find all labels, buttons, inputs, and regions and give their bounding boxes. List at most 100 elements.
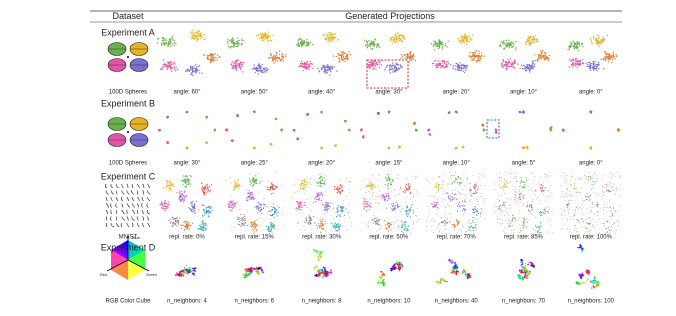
dot — [444, 67, 445, 68]
dot — [472, 209, 473, 210]
dot — [533, 193, 534, 194]
dot — [385, 67, 386, 68]
digit — [122, 184, 124, 188]
dot — [438, 48, 439, 49]
dot — [261, 71, 262, 72]
projection-panel — [562, 111, 620, 150]
dot — [381, 196, 382, 197]
dot — [266, 226, 267, 227]
dot — [537, 61, 538, 62]
dot — [258, 35, 259, 36]
dot — [175, 223, 176, 224]
dot — [379, 63, 380, 64]
dot — [320, 147, 322, 149]
dot — [296, 207, 297, 208]
dot — [261, 205, 262, 206]
dot — [535, 39, 536, 40]
dot — [471, 190, 472, 191]
dot — [309, 218, 310, 219]
digit — [137, 191, 138, 195]
dot — [253, 226, 254, 227]
dot — [322, 34, 323, 35]
dot — [378, 186, 379, 187]
dot — [467, 39, 468, 40]
dot — [573, 46, 574, 47]
dot — [590, 211, 591, 212]
dot — [394, 189, 395, 190]
dot — [237, 180, 238, 181]
dot — [320, 182, 321, 183]
dot — [232, 61, 233, 62]
dot — [201, 35, 202, 36]
dot — [325, 67, 326, 68]
projection-panel — [225, 110, 283, 149]
dot — [534, 54, 535, 55]
dot — [494, 189, 495, 190]
dot — [443, 61, 444, 62]
dot — [338, 205, 339, 206]
dot — [318, 199, 319, 200]
dot — [577, 192, 578, 193]
dot — [388, 176, 389, 177]
dot — [609, 184, 610, 185]
dot — [300, 66, 301, 67]
dot — [575, 188, 576, 189]
dot — [184, 178, 185, 179]
dot — [170, 69, 171, 70]
dot — [574, 48, 575, 49]
dot — [438, 67, 439, 68]
dot — [469, 227, 470, 228]
dot — [462, 64, 463, 65]
dot — [532, 182, 533, 183]
dot — [282, 58, 283, 59]
dot — [375, 202, 376, 203]
dot — [535, 230, 536, 231]
dot — [376, 220, 377, 221]
dot — [446, 46, 447, 47]
dot — [476, 184, 477, 185]
dot — [269, 211, 270, 212]
dot — [304, 179, 305, 180]
dot — [364, 40, 365, 41]
dot — [408, 226, 409, 227]
dot — [322, 173, 323, 174]
dot — [258, 173, 259, 174]
dot — [526, 177, 527, 178]
dot — [499, 206, 500, 207]
dot — [273, 188, 274, 189]
dot — [368, 64, 369, 65]
dot — [336, 177, 337, 178]
dot — [241, 66, 242, 67]
dot — [394, 208, 395, 209]
dot — [254, 111, 256, 113]
digit — [137, 223, 139, 227]
dot — [317, 227, 318, 228]
dot — [391, 66, 392, 67]
dot — [300, 229, 301, 230]
dot — [203, 205, 204, 206]
dot — [272, 186, 273, 187]
dot — [547, 196, 548, 197]
dot — [186, 111, 188, 113]
dot — [312, 63, 313, 64]
dot — [320, 219, 321, 220]
dot — [520, 202, 521, 203]
dot — [588, 62, 589, 63]
header-dataset: Dataset — [112, 11, 144, 21]
dot — [247, 193, 248, 194]
dot — [369, 229, 370, 230]
dot — [333, 55, 334, 56]
dot — [400, 34, 401, 35]
dot — [244, 216, 245, 217]
dot — [615, 176, 616, 177]
dot — [561, 175, 562, 176]
dot — [268, 35, 269, 36]
dot — [240, 62, 241, 63]
dot — [317, 217, 318, 218]
dot — [539, 227, 540, 228]
dot — [410, 232, 411, 233]
dot — [449, 172, 450, 173]
dot — [180, 194, 181, 195]
dot — [327, 206, 328, 207]
dot — [378, 203, 379, 204]
